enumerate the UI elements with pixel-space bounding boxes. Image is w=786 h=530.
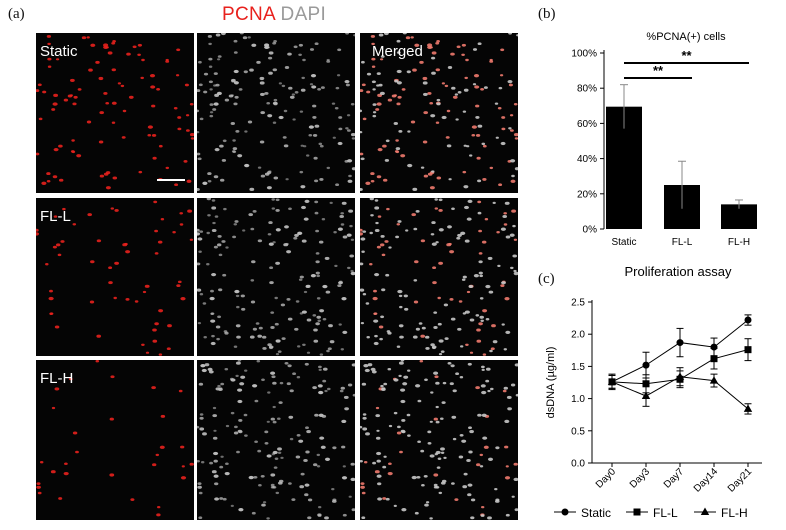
line-y-tick-label: 0.0 — [571, 459, 585, 470]
micrograph-static-pcna — [36, 33, 194, 193]
point-fl-l-day3 — [642, 380, 650, 388]
stain-title-pcna: PCNA — [222, 4, 275, 25]
bar-y-tick-label: 20% — [577, 189, 597, 200]
bar-y-tick-label: 60% — [577, 119, 597, 130]
micrograph-static-dapi — [197, 33, 355, 193]
micrograph-fl-l-pcna — [36, 198, 194, 356]
point-static-day21 — [744, 316, 752, 324]
significance-label: ** — [681, 48, 692, 63]
bar-y-tick-label: 0% — [583, 225, 598, 236]
stain-title: PCNA DAPI — [222, 4, 326, 26]
bar-y-tick-label: 100% — [571, 49, 597, 60]
point-fl-h-day3 — [641, 391, 651, 400]
line-x-tick-label: Day0 — [594, 466, 619, 491]
line-x-tick-label: Day7 — [662, 466, 687, 491]
merged-label: Merged — [372, 43, 423, 60]
bar-chart-title: %PCNA(+) cells — [646, 31, 726, 43]
micrograph-fl-l-dapi — [197, 198, 355, 356]
line-y-tick-label: 1.0 — [571, 394, 585, 405]
bar-y-tick-label: 40% — [577, 154, 597, 165]
legend-marker-fl-h — [700, 507, 710, 515]
row-label-static: Static — [40, 43, 78, 60]
bar-x-label-static: Static — [611, 237, 636, 248]
legend-marker-static — [561, 508, 569, 516]
line-x-tick-label: Day21 — [726, 466, 755, 495]
point-fl-l-day21 — [744, 346, 752, 354]
legend-label-fl-l: FL-L — [653, 506, 678, 520]
bar-y-tick-label: 80% — [577, 84, 597, 95]
stain-title-dapi: DAPI — [280, 4, 327, 25]
line-y-tick-label: 1.5 — [571, 362, 585, 373]
line-y-label: dsDNA (µg/ml) — [545, 347, 557, 419]
micrograph-fl-h-merged — [360, 360, 518, 520]
bar-x-label-fl-l: FL-L — [672, 237, 693, 248]
point-fl-h-day14 — [709, 376, 719, 384]
pcna-bar-chart: %PCNA(+) cells 0% 20% 40% 60% 80% 100% Static FL… — [571, 31, 757, 248]
row-label-fl-l: FL-L — [40, 208, 71, 225]
point-fl-l-day14 — [710, 355, 718, 363]
line-x-tick-label: Day14 — [692, 466, 721, 495]
point-static-day3 — [642, 361, 650, 369]
line-y-tick-label: 0.5 — [571, 426, 585, 437]
point-fl-h-day0 — [607, 377, 617, 385]
line-y-tick-label: 2.0 — [571, 330, 585, 341]
micrograph-fl-h-pcna — [36, 360, 194, 520]
proliferation-line-chart: Proliferation assay 0.0 0.5 1.0 1.5 2.0 2.5 dsD… — [545, 264, 762, 520]
bar-x-label-fl-h: FL-H — [728, 237, 750, 248]
line-chart-title: Proliferation assay — [625, 264, 732, 279]
point-static-day7 — [676, 339, 684, 347]
micrograph-fl-h-dapi — [197, 360, 355, 520]
point-fl-h-day21 — [743, 404, 753, 412]
micrograph-fl-l-merged — [360, 198, 518, 356]
legend-label-static: Static — [581, 506, 611, 520]
significance-label: ** — [653, 63, 664, 78]
micrograph-static-merged — [360, 33, 518, 193]
panel-c-label: (c) — [538, 271, 555, 287]
row-label-fl-h: FL-H — [40, 370, 74, 387]
point-fl-h-day7 — [675, 372, 685, 380]
panel-b-label: (b) — [538, 6, 556, 22]
line-y-tick-label: 2.5 — [571, 298, 585, 309]
legend-label-fl-h: FL-H — [721, 506, 748, 520]
legend-marker-fl-l — [633, 508, 641, 516]
panel-a-label: (a) — [8, 6, 25, 22]
line-x-tick-label: Day3 — [628, 466, 653, 491]
scale-bar — [157, 179, 185, 181]
